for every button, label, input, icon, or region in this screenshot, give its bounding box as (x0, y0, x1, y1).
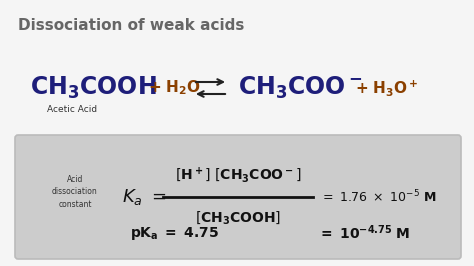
Text: $\bf{+\ H_2O}$: $\bf{+\ H_2O}$ (148, 79, 201, 97)
Text: $\mathbf{pK_a\ =\ 4.75}$: $\mathbf{pK_a\ =\ 4.75}$ (130, 225, 219, 242)
Text: $K_a\ =$: $K_a\ =$ (122, 187, 166, 207)
Text: $\bf{+\ H_3O^+}$: $\bf{+\ H_3O^+}$ (355, 78, 419, 98)
Text: Dissociation of weak acids: Dissociation of weak acids (18, 18, 245, 33)
FancyBboxPatch shape (15, 135, 461, 259)
Text: $\mathbf{CH_3COO^-}$: $\mathbf{CH_3COO^-}$ (238, 75, 363, 101)
Text: $\mathbf{CH_3COOH}$: $\mathbf{CH_3COOH}$ (30, 75, 157, 101)
Text: Acid
dissociation
constant: Acid dissociation constant (52, 175, 98, 209)
Text: Acetic Acid: Acetic Acid (47, 106, 97, 114)
Text: $[\mathbf{H^+}]\ [\mathbf{CH_3COO^-}]$: $[\mathbf{H^+}]\ [\mathbf{CH_3COO^-}]$ (175, 165, 301, 185)
Text: $\mathbf{=\ 10^{-4.75}\ M}$: $\mathbf{=\ 10^{-4.75}\ M}$ (318, 224, 410, 242)
Text: $=\ 1.76\ \times\ 10^{-5}\ \mathbf{M}$: $=\ 1.76\ \times\ 10^{-5}\ \mathbf{M}$ (320, 189, 436, 205)
Text: $[\mathbf{CH_3COOH}]$: $[\mathbf{CH_3COOH}]$ (195, 210, 281, 226)
